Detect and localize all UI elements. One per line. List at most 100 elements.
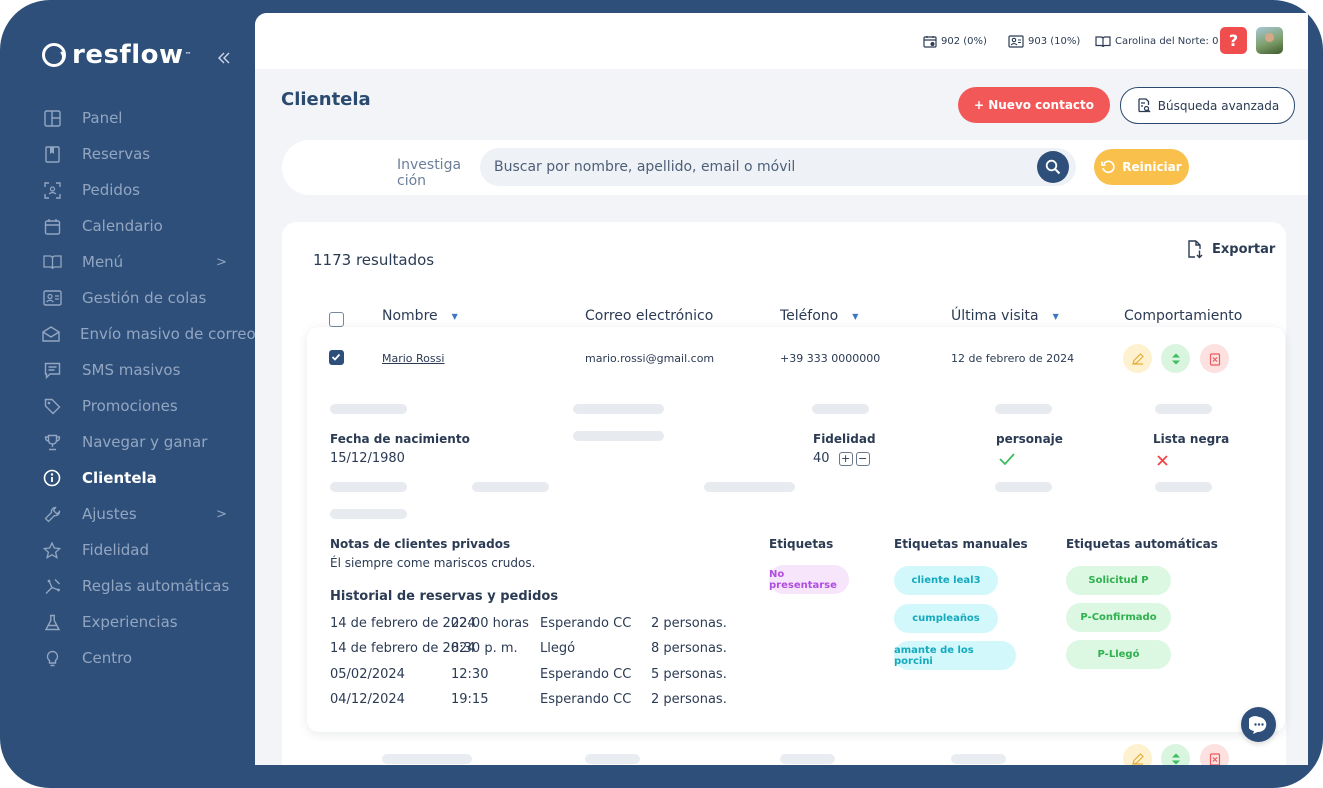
column-header-label: Correo electrónico <box>585 308 714 324</box>
sidebar-item-label: Pedidos <box>82 181 140 199</box>
stat-contacts[interactable]: 903 (10%) <box>1008 35 1080 48</box>
tag-chip[interactable]: No presentarse <box>769 565 849 594</box>
loyalty-increase-button[interactable]: + <box>838 451 853 466</box>
loyalty-value: 40 <box>813 451 830 466</box>
column-header-comportamiento: Comportamiento <box>1124 308 1242 324</box>
sidebar-item-gestion-colas[interactable]: Gestión de colas <box>42 280 255 316</box>
chat-button[interactable] <box>1241 707 1276 742</box>
next-row-placeholder <box>780 754 835 764</box>
history-people: 2 personas. <box>651 692 727 707</box>
row-checkbox[interactable] <box>329 350 344 365</box>
user-avatar[interactable] <box>1256 27 1283 54</box>
skeleton-placeholder <box>573 404 664 414</box>
export-button[interactable]: Exportar <box>1187 240 1275 259</box>
sidebar-item-label: Clientela <box>82 469 157 487</box>
results-count: 1173 resultados <box>313 251 435 269</box>
sidebar-item-label: Centro <box>82 649 133 667</box>
delete-icon <box>1209 752 1220 765</box>
lightbulb-icon <box>42 648 62 668</box>
reset-label: Reiniciar <box>1122 160 1182 174</box>
search-input[interactable] <box>494 148 1024 186</box>
sidebar: resflow ™ Panel Reservas Pedidos Calenda… <box>0 0 256 788</box>
search-panel: Investiga ción Reiniciar <box>282 140 1308 195</box>
expand-collapse-button[interactable] <box>1161 344 1190 373</box>
manual-tag-chip[interactable]: cliente leal3 <box>894 566 998 595</box>
edit-button[interactable] <box>1123 344 1152 373</box>
auto-tag-chip[interactable]: Solicitud P <box>1066 566 1171 595</box>
column-header-ultima-visita[interactable]: Última visita ▼ <box>951 308 1059 324</box>
loyalty-decrease-button[interactable]: − <box>855 451 870 466</box>
sidebar-item-centro[interactable]: Centro <box>42 640 255 676</box>
sidebar-item-label: Fidelidad <box>82 541 150 559</box>
auto-tag-chip[interactable]: P-Confirmado <box>1066 603 1171 632</box>
manual-tag-chip[interactable]: amante de los porcini <box>894 641 1016 670</box>
edit-button[interactable] <box>1123 744 1152 765</box>
stat-location[interactable]: Carolina del Norte: 0 <box>1095 35 1218 48</box>
chevron-right-icon: > <box>216 254 227 270</box>
skeleton-placeholder <box>472 482 549 492</box>
auto-tag-chip[interactable]: P-Llegó <box>1066 640 1171 669</box>
search-label: Investiga ción <box>397 157 462 189</box>
select-all-checkbox[interactable] <box>329 312 344 327</box>
tags-label: Etiquetas <box>769 537 834 551</box>
panel-icon <box>42 108 62 128</box>
collapse-sidebar-button[interactable] <box>216 49 232 69</box>
help-button[interactable]: ? <box>1220 27 1247 54</box>
stat-reservations[interactable]: 902 (0%) <box>923 35 987 48</box>
customer-name-link[interactable]: Mario Rossi <box>382 352 445 365</box>
next-row-placeholder <box>951 754 1006 764</box>
column-header-correo[interactable]: Correo electrónico <box>585 308 713 324</box>
stat-location-label: Carolina del Norte: 0 <box>1115 36 1219 47</box>
trophy-icon <box>42 432 62 452</box>
sidebar-item-fidelidad[interactable]: Fidelidad <box>42 532 255 568</box>
manual-tag-chip[interactable]: cumpleaños <box>894 604 998 633</box>
sidebar-item-clientela[interactable]: Clientela <box>42 460 255 496</box>
skeleton-placeholder <box>1155 404 1212 414</box>
history-status: Llegó <box>540 641 576 656</box>
sidebar-item-calendario[interactable]: Calendario <box>42 208 255 244</box>
advanced-search-label: Búsqueda avanzada <box>1157 98 1280 113</box>
sidebar-item-envio-correo[interactable]: Envío masivo de correo <box>42 316 256 352</box>
sidebar-item-sms[interactable]: SMS masivos <box>42 352 255 388</box>
skeleton-placeholder <box>573 431 664 441</box>
message-icon <box>42 360 62 380</box>
advanced-search-button[interactable]: Búsqueda avanzada <box>1120 87 1295 124</box>
column-header-nombre[interactable]: Nombre ▼ <box>382 308 458 324</box>
reset-button[interactable]: Reiniciar <box>1094 149 1189 185</box>
delete-button[interactable] <box>1200 744 1229 765</box>
sidebar-item-reservas[interactable]: Reservas <box>42 136 255 172</box>
sidebar-item-promociones[interactable]: Promociones <box>42 388 255 424</box>
export-icon <box>1187 240 1204 259</box>
sidebar-item-pedidos[interactable]: Pedidos <box>42 172 255 208</box>
book-open-icon <box>1095 35 1111 48</box>
sidebar-item-navegar-ganar[interactable]: Navegar y ganar <box>42 424 255 460</box>
delete-button[interactable] <box>1200 344 1229 373</box>
new-contact-button[interactable]: + Nuevo contacto <box>958 87 1110 123</box>
expand-collapse-button[interactable] <box>1161 744 1190 765</box>
page-title: Clientela <box>281 89 371 110</box>
sidebar-item-label: SMS masivos <box>82 361 181 379</box>
wrench-icon <box>42 504 62 524</box>
contact-card-icon <box>1008 35 1024 48</box>
sidebar-item-label: Menú <box>82 253 124 271</box>
edit-icon <box>1131 752 1144 765</box>
sidebar-item-menu[interactable]: Menú > <box>42 244 255 280</box>
brand-tm: ™ <box>184 51 192 59</box>
history-time: 12:30 <box>451 667 489 682</box>
expand-icon <box>1171 753 1180 764</box>
edit-icon <box>1131 352 1144 365</box>
reset-icon <box>1101 160 1116 175</box>
sidebar-item-panel[interactable]: Panel <box>42 100 255 136</box>
column-header-telefono[interactable]: Teléfono ▼ <box>780 308 858 324</box>
brand-logo[interactable]: resflow ™ <box>42 40 192 70</box>
sidebar-item-reglas[interactable]: Reglas automáticas <box>42 568 255 604</box>
search-button[interactable] <box>1037 151 1069 183</box>
loyalty-control: 40 + − <box>813 451 870 466</box>
skeleton-placeholder <box>812 404 869 414</box>
character-label: personaje <box>996 432 1063 446</box>
logo-icon <box>42 43 66 67</box>
column-header-label: Nombre <box>382 308 438 324</box>
sidebar-item-ajustes[interactable]: Ajustes > <box>42 496 255 532</box>
sidebar-item-experiencias[interactable]: Experiencias <box>42 604 255 640</box>
